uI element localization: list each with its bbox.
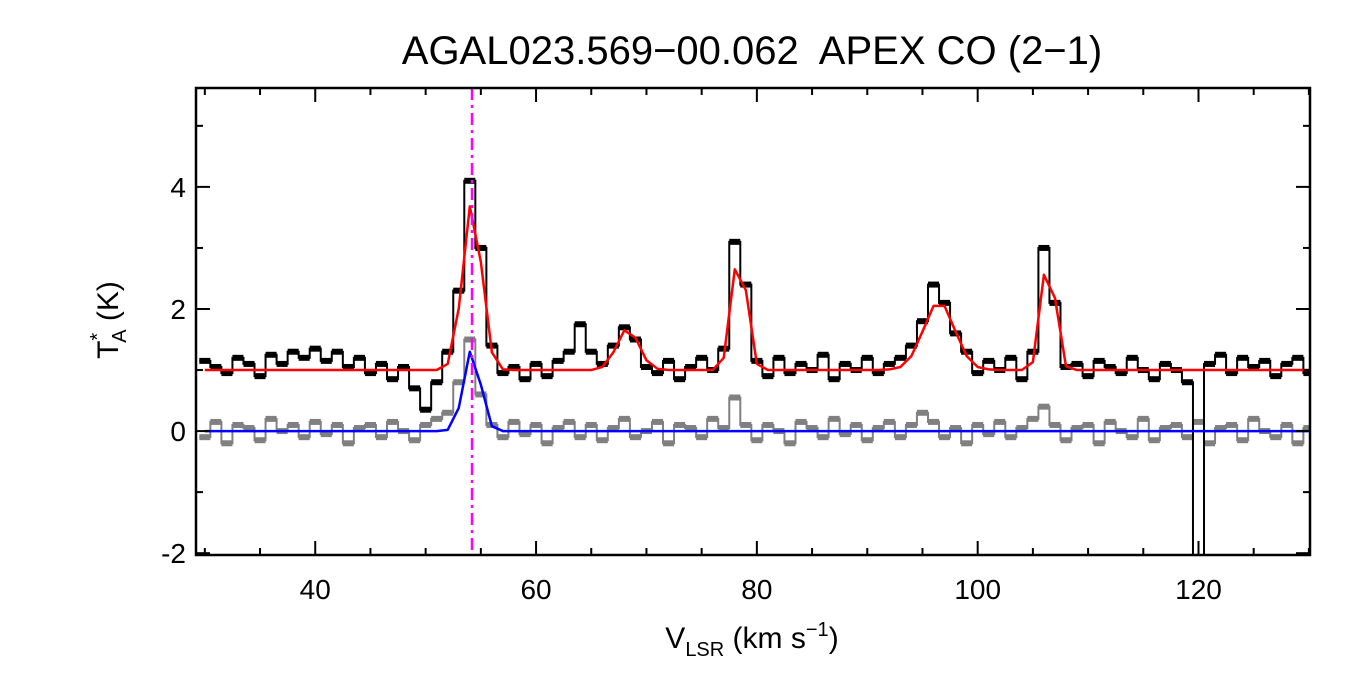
y-tick-label: 0 bbox=[170, 416, 186, 447]
plot-area bbox=[199, 88, 1310, 555]
y-label-sub: A bbox=[109, 329, 131, 343]
step-outline bbox=[199, 179, 1310, 555]
plot-frame bbox=[194, 86, 1312, 557]
x-label-part: ) bbox=[829, 622, 839, 655]
axes: 40 60 80 100 120 -2 0 2 4 bbox=[161, 86, 1312, 605]
fit-line bbox=[204, 350, 1309, 433]
y-label-part: (K) bbox=[92, 281, 125, 329]
y-label-sup: * bbox=[87, 333, 109, 341]
x-tick-label: 60 bbox=[520, 574, 551, 605]
fit-line bbox=[204, 205, 1309, 372]
x-label-part: (km s bbox=[724, 622, 806, 655]
chart-title: AGAL023.569−00.062 APEX CO (2−1) bbox=[402, 29, 1102, 73]
x-tick-label: 40 bbox=[300, 574, 331, 605]
y-axis-label: T*A (K) bbox=[87, 281, 131, 359]
x-tick-label: 80 bbox=[741, 574, 772, 605]
y-label-part: T bbox=[92, 341, 125, 359]
x-label-sup: −1 bbox=[806, 619, 829, 641]
x-axis-label: VLSR (km s−1) bbox=[665, 619, 838, 661]
x-label-part: V bbox=[665, 622, 685, 655]
x-tick-label: 120 bbox=[1175, 574, 1222, 605]
x-label-sub: LSR bbox=[685, 639, 724, 661]
y-tick-label: 4 bbox=[170, 172, 186, 203]
y-tick-label: 2 bbox=[170, 294, 186, 325]
x-tick-label: 100 bbox=[954, 574, 1001, 605]
y-tick-label: -2 bbox=[161, 538, 186, 569]
